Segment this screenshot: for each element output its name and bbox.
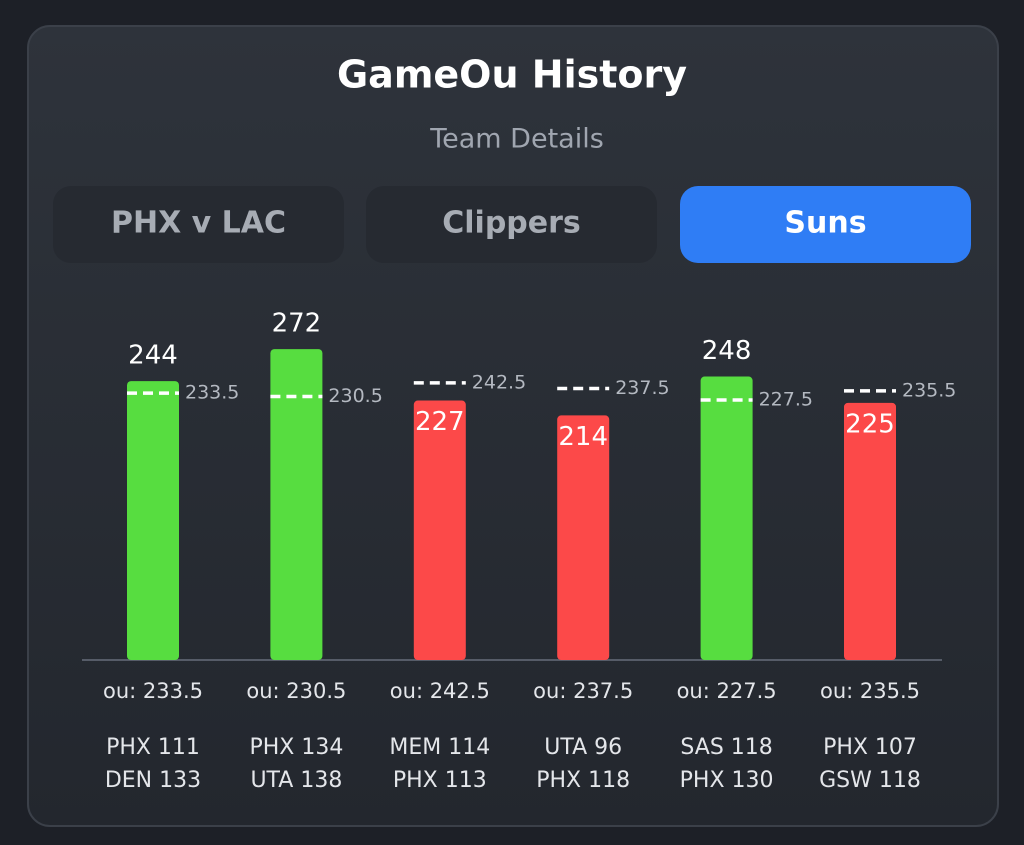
bar bbox=[413, 400, 466, 660]
ou-line-label: 233.5 bbox=[185, 382, 239, 404]
value-label: 244 bbox=[128, 341, 178, 371]
matchup-label: PHX 111 bbox=[106, 735, 200, 760]
bar bbox=[127, 381, 179, 660]
ou-label: ou: 230.5 bbox=[246, 679, 346, 703]
value-label: 248 bbox=[702, 336, 752, 366]
tab-label[interactable]: Clippers bbox=[442, 206, 581, 241]
subtitle: Team Details bbox=[429, 124, 604, 155]
ou-line-label: 242.5 bbox=[472, 371, 526, 393]
ou-line-label: 237.5 bbox=[615, 377, 669, 399]
tab-background[interactable] bbox=[366, 186, 657, 263]
ou-label: ou: 237.5 bbox=[533, 679, 633, 703]
value-label: 225 bbox=[845, 409, 895, 439]
tab[interactable]: Suns bbox=[680, 186, 971, 263]
matchup-label: UTA 138 bbox=[250, 768, 342, 793]
tab-label[interactable]: Suns bbox=[784, 206, 866, 241]
value-label: 272 bbox=[272, 309, 322, 339]
matchup-label: PHX 118 bbox=[536, 768, 630, 793]
tab-bar: PHX v LAC Clippers Suns bbox=[53, 186, 971, 263]
matchup-label: PHX 107 bbox=[823, 735, 917, 760]
ou-line-label: 230.5 bbox=[328, 385, 382, 407]
chart: 244 233.5 ou: 233.5 PHX 111 DEN 133 272 230.5 o… bbox=[82, 309, 956, 793]
bar bbox=[700, 376, 753, 660]
matchup-label: PHX 113 bbox=[393, 768, 487, 793]
tab[interactable]: PHX v LAC bbox=[53, 186, 344, 263]
ou-line-label: 235.5 bbox=[902, 379, 956, 401]
title: GameOu History bbox=[337, 53, 687, 97]
matchup-label: SAS 118 bbox=[680, 735, 772, 760]
matchup-label: MEM 114 bbox=[389, 735, 490, 760]
bar bbox=[557, 415, 610, 660]
ou-label: ou: 242.5 bbox=[390, 679, 490, 703]
bar bbox=[844, 402, 896, 660]
matchup-label: PHX 130 bbox=[680, 768, 774, 793]
matchup-label: GSW 118 bbox=[819, 768, 921, 793]
ou-line-label: 227.5 bbox=[759, 388, 813, 410]
matchup-label: DEN 133 bbox=[105, 768, 201, 793]
ou-label: ou: 235.5 bbox=[820, 679, 920, 703]
value-label: 227 bbox=[415, 407, 465, 437]
tab[interactable]: Clippers bbox=[366, 186, 657, 263]
matchup-label: PHX 134 bbox=[249, 735, 343, 760]
tab-background[interactable] bbox=[680, 186, 971, 263]
tab-label[interactable]: PHX v LAC bbox=[111, 206, 286, 241]
bar bbox=[270, 349, 323, 660]
ou-label: ou: 227.5 bbox=[677, 679, 777, 703]
tab-background[interactable] bbox=[53, 186, 344, 263]
value-label: 214 bbox=[558, 422, 608, 452]
matchup-label: UTA 96 bbox=[544, 735, 622, 760]
ou-label: ou: 233.5 bbox=[103, 679, 203, 703]
